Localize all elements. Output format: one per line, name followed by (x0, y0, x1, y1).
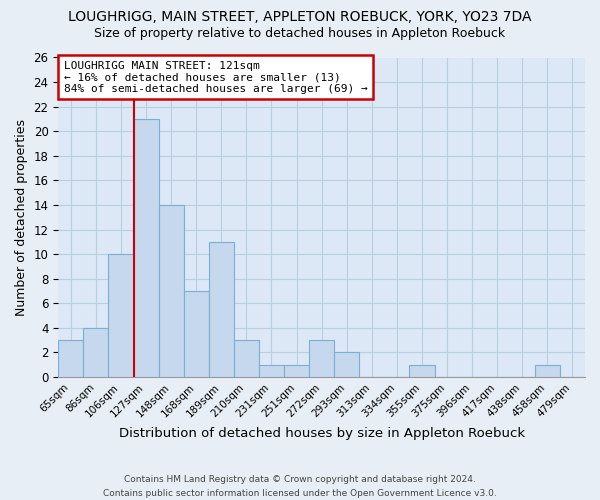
Bar (83, 328, 109, 377)
Bar (134, 119, 158, 377)
Bar (309, 340, 334, 377)
Bar (184, 291, 209, 377)
Bar (109, 254, 134, 377)
Bar (284, 364, 309, 377)
X-axis label: Distribution of detached houses by size in Appleton Roebuck: Distribution of detached houses by size … (119, 427, 525, 440)
Text: LOUGHRIGG MAIN STREET: 121sqm
← 16% of detached houses are smaller (13)
84% of s: LOUGHRIGG MAIN STREET: 121sqm ← 16% of d… (64, 60, 367, 94)
Text: LOUGHRIGG, MAIN STREET, APPLETON ROEBUCK, YORK, YO23 7DA: LOUGHRIGG, MAIN STREET, APPLETON ROEBUCK… (68, 10, 532, 24)
Bar (334, 352, 359, 377)
Bar (58, 340, 83, 377)
Bar (234, 340, 259, 377)
Bar (209, 242, 234, 377)
Text: Contains HM Land Registry data © Crown copyright and database right 2024.
Contai: Contains HM Land Registry data © Crown c… (103, 476, 497, 498)
Bar (409, 364, 434, 377)
Bar (259, 364, 284, 377)
Text: Size of property relative to detached houses in Appleton Roebuck: Size of property relative to detached ho… (94, 28, 506, 40)
Y-axis label: Number of detached properties: Number of detached properties (15, 118, 28, 316)
Bar (158, 205, 184, 377)
Bar (535, 364, 560, 377)
